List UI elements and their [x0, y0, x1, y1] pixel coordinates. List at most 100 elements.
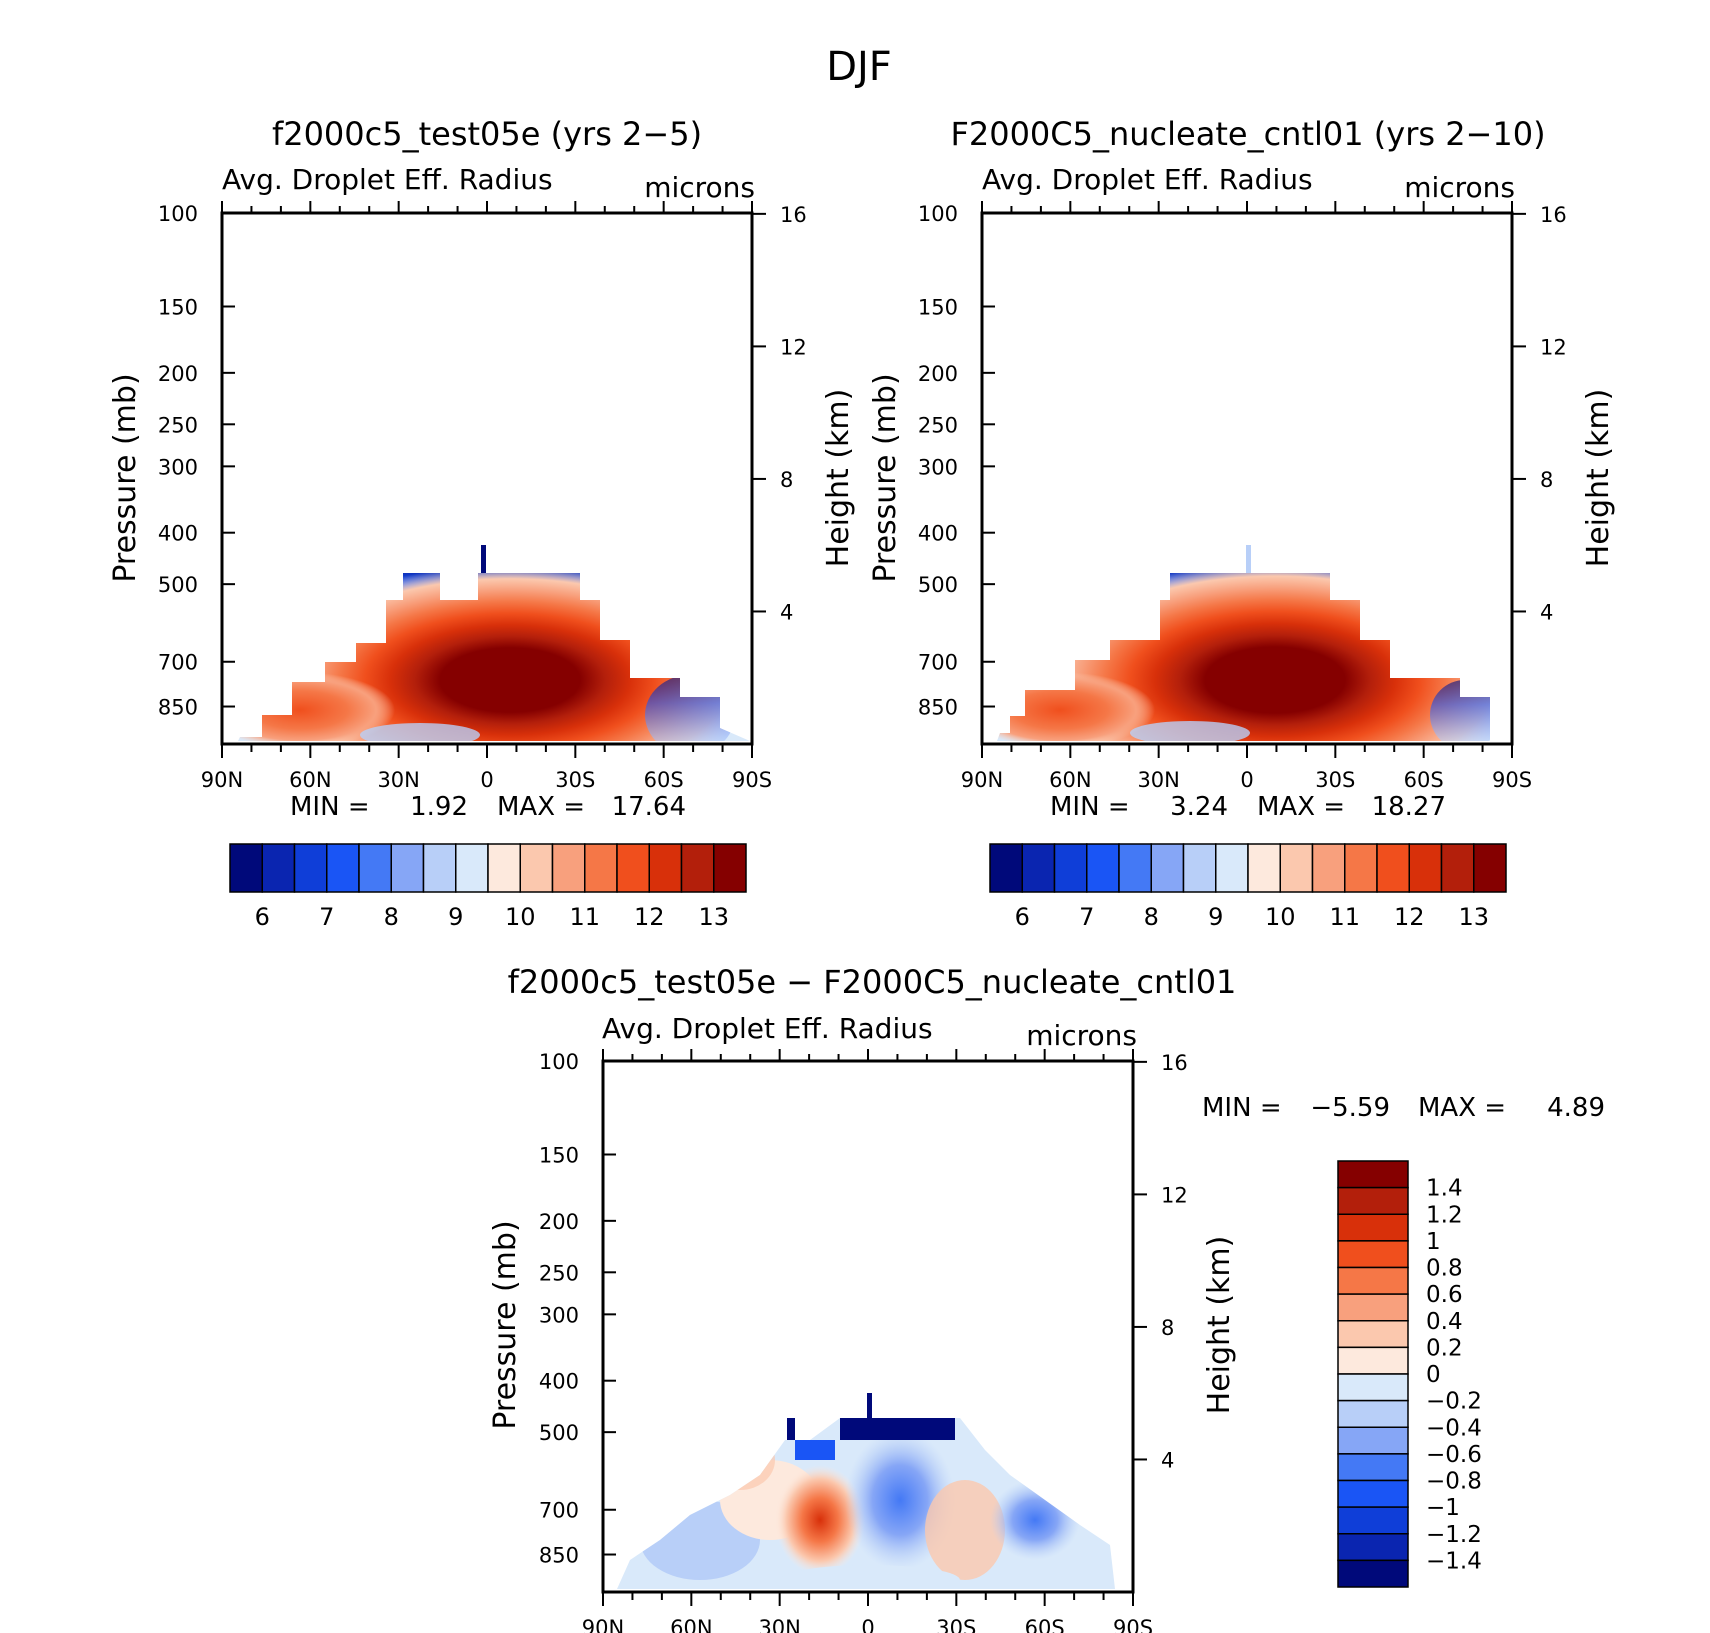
colorbar-label: 10 — [505, 903, 536, 931]
colorbar-swatch — [1215, 843, 1249, 893]
colorbar-swatch — [1247, 843, 1281, 893]
xtick-label: 60S — [644, 768, 684, 792]
colorbar-swatch — [989, 843, 1023, 893]
panel-difference: f2000c5_test05e − F2000C5_nucleate_cntl0… — [488, 963, 1605, 1633]
panel-2-min-value: 3.24 — [1170, 792, 1228, 822]
y2tick-label: 16 — [780, 203, 807, 227]
y2tick-label: 12 — [1540, 335, 1567, 359]
colorbar-label: 1.2 — [1426, 1202, 1463, 1228]
y2tick-label: 8 — [1540, 468, 1553, 492]
xtick-label: 0 — [480, 768, 493, 792]
colorbar-label: 10 — [1265, 903, 1296, 931]
colorbar-swatch — [648, 843, 683, 893]
colorbar-label: 6 — [255, 903, 270, 931]
colorbar-label: 8 — [1144, 903, 1159, 931]
ytick-label: 300 — [539, 1303, 579, 1327]
colorbar-swatch — [261, 843, 296, 893]
xtick-label: 0 — [1240, 768, 1253, 792]
ytick-label: 500 — [539, 1421, 579, 1445]
panel-1-field — [238, 573, 750, 741]
xtick-label: 60N — [289, 768, 331, 792]
panel-1-max-value: 17.64 — [612, 792, 686, 822]
colorbar-swatch — [1376, 843, 1410, 893]
colorbar-swatch — [1021, 843, 1056, 893]
panel-2-max-label: MAX = — [1257, 792, 1345, 822]
colorbar-swatch — [1182, 843, 1217, 893]
colorbar-swatch — [1440, 843, 1475, 893]
panel-1-title: f2000c5_test05e (yrs 2−5) — [272, 115, 702, 153]
panel-3-variable: Avg. Droplet Eff. Radius — [602, 1012, 933, 1045]
panel-1-variable: Avg. Droplet Eff. Radius — [222, 163, 553, 196]
colorbar-label: 0.8 — [1426, 1256, 1463, 1282]
colorbar-swatch — [422, 843, 457, 893]
y2tick-label: 4 — [1540, 600, 1553, 624]
colorbar-swatch — [1053, 843, 1088, 893]
panel-2-ylabel: Pressure (mb) — [868, 373, 903, 582]
xtick-label: 60N — [670, 1616, 712, 1633]
y2tick-label: 8 — [1161, 1316, 1174, 1340]
colorbar-label: −1 — [1426, 1495, 1460, 1521]
colorbar-swatch — [455, 843, 489, 893]
colorbar-label: 1.4 — [1426, 1176, 1463, 1202]
ytick-label: 700 — [158, 651, 198, 675]
ytick-label: 850 — [539, 1544, 579, 1568]
colorbar-label: 9 — [1208, 903, 1223, 931]
colorbar-label: 13 — [698, 903, 729, 931]
colorbar-swatch — [1337, 1559, 1409, 1588]
ytick-label: 300 — [918, 455, 958, 479]
colorbar-swatch — [713, 843, 747, 893]
colorbar-swatch — [1337, 1453, 1409, 1482]
xtick-label: 90N — [582, 1616, 624, 1633]
colorbar-swatch — [584, 843, 618, 893]
panel-3-max-value: 4.89 — [1547, 1093, 1605, 1123]
ytick-label: 250 — [539, 1261, 579, 1285]
xtick-label: 0 — [861, 1616, 874, 1633]
y2tick-label: 12 — [1161, 1183, 1188, 1207]
panel-3-max-label: MAX = — [1418, 1093, 1506, 1123]
ytick-label: 200 — [539, 1210, 579, 1234]
colorbar-swatch — [229, 843, 263, 893]
colorbar-label: 7 — [1079, 903, 1094, 931]
colorbar-swatch — [1118, 843, 1152, 893]
colorbar-label: −1.2 — [1426, 1522, 1482, 1548]
colorbar-label: −0.8 — [1426, 1469, 1482, 1495]
colorbar-swatch — [1337, 1533, 1409, 1562]
colorbar-swatch — [1337, 1293, 1409, 1322]
ytick-label: 100 — [539, 1050, 579, 1074]
ytick-label: 400 — [918, 522, 958, 546]
colorbar-label: 8 — [384, 903, 399, 931]
colorbar-label: 0.6 — [1426, 1282, 1463, 1308]
y2tick-label: 16 — [1540, 203, 1567, 227]
colorbar-swatch — [487, 843, 521, 893]
y2tick-label: 8 — [780, 468, 793, 492]
ytick-label: 150 — [918, 296, 958, 320]
panel-cntl01: F2000C5_nucleate_cntl01 (yrs 2−10) Avg. … — [868, 115, 1616, 931]
ytick-label: 100 — [158, 202, 198, 226]
panel-1-colorbar: 6 7 8 9 10 11 12 13 — [229, 843, 747, 931]
colorbar-swatch — [1311, 843, 1346, 893]
colorbar-swatch — [680, 843, 715, 893]
colorbar-label: 1 — [1426, 1229, 1441, 1255]
colorbar-swatch — [1337, 1399, 1409, 1428]
colorbar-label: 12 — [1394, 903, 1425, 931]
panel-2-y2label: Height (km) — [1581, 389, 1616, 568]
xtick-label: 30N — [1137, 768, 1179, 792]
xtick-label: 60N — [1049, 768, 1091, 792]
colorbar-label: 6 — [1015, 903, 1030, 931]
panel-3-title: f2000c5_test05e − F2000C5_nucleate_cntl0… — [508, 963, 1237, 1001]
colorbar-swatch — [1408, 843, 1443, 893]
colorbar-swatch — [1150, 843, 1185, 893]
colorbar-swatch — [390, 843, 425, 893]
panel-2-min-label: MIN = — [1050, 792, 1130, 822]
colorbar-label: −0.6 — [1426, 1442, 1482, 1468]
ytick-label: 700 — [918, 651, 958, 675]
y2tick-label: 16 — [1161, 1051, 1188, 1075]
colorbar-swatch — [1279, 843, 1314, 893]
ytick-label: 250 — [918, 413, 958, 437]
ytick-label: 150 — [158, 296, 198, 320]
colorbar-swatch — [616, 843, 650, 893]
colorbar-swatch — [1337, 1186, 1409, 1215]
colorbar-label: 0.2 — [1426, 1335, 1463, 1361]
panel-3-units: microns — [1026, 1019, 1137, 1052]
